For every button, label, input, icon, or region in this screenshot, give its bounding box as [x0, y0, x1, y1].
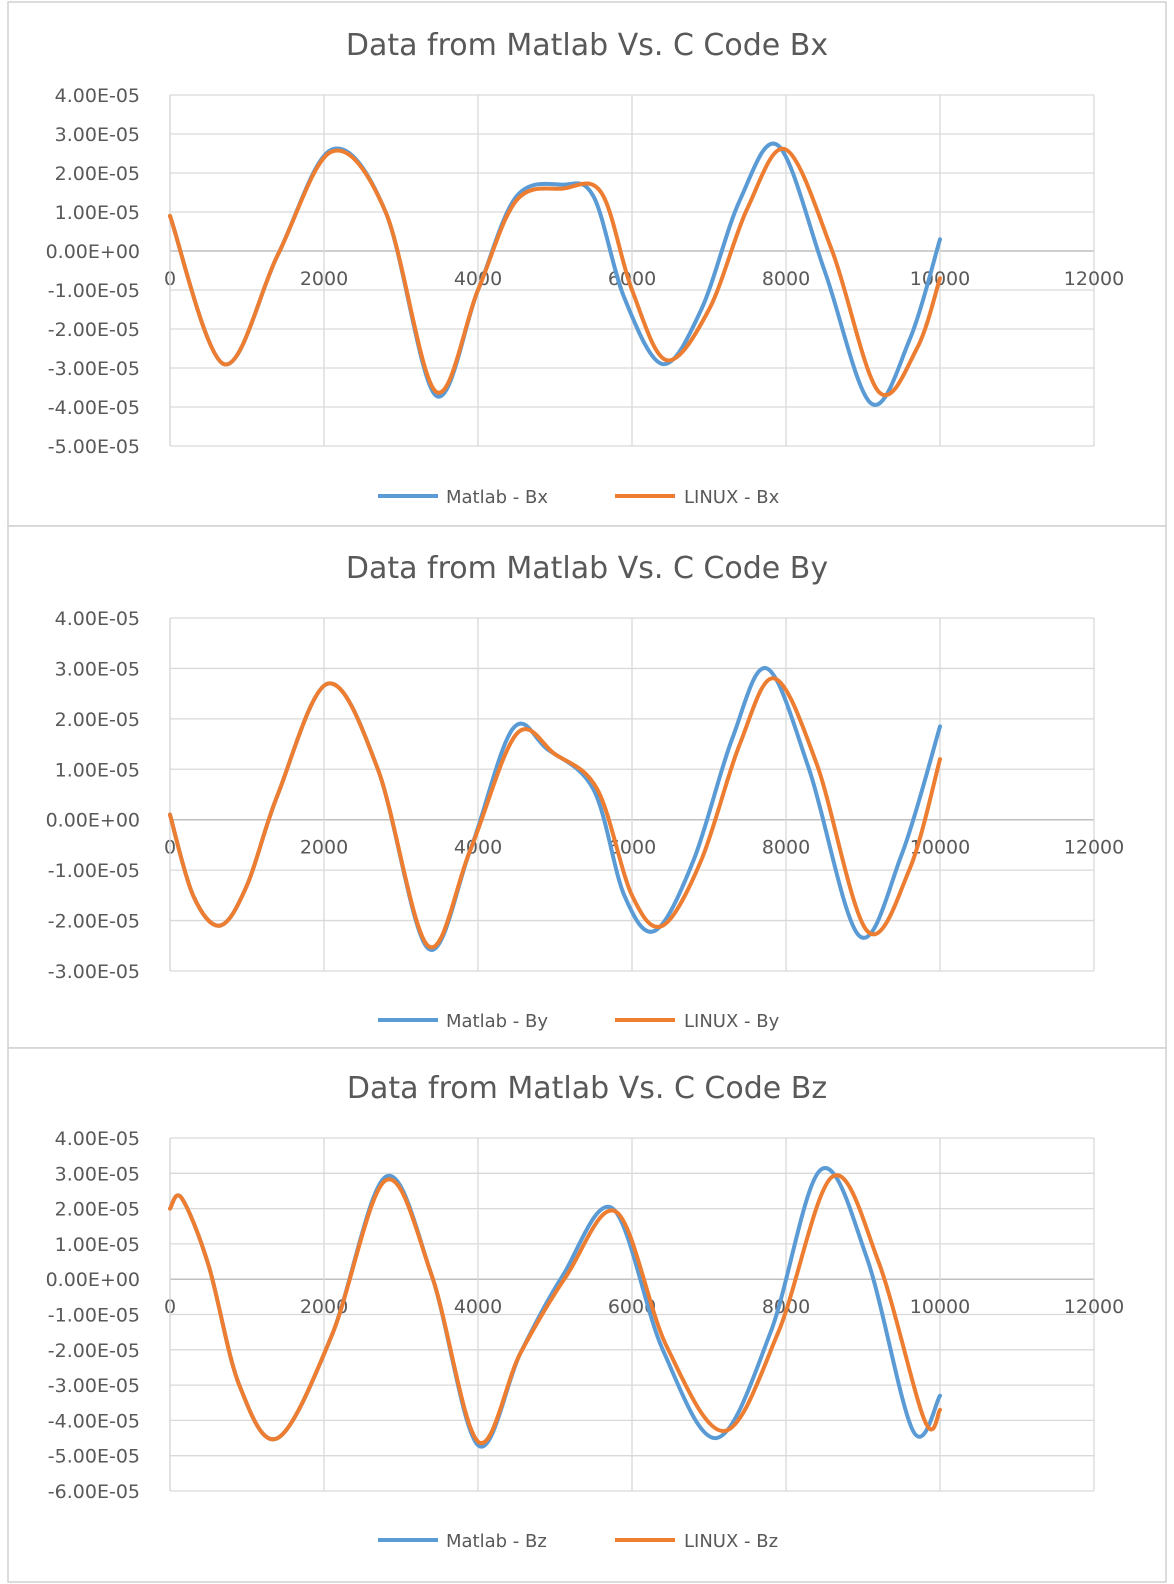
legend-label: LINUX - Bz: [684, 1531, 778, 1552]
y-tick-label: 3.00E-05: [55, 658, 140, 680]
y-tick-label: -1.00E-05: [48, 1305, 140, 1327]
y-tick-label: -5.00E-05: [48, 1446, 140, 1468]
y-tick-label: -1.00E-05: [48, 860, 140, 882]
legend: Matlab - By LINUX - By: [378, 1011, 780, 1032]
x-tick-label: 2000: [300, 1296, 348, 1318]
x-tick-label: 12000: [1064, 1296, 1124, 1318]
y-tick-label: -4.00E-05: [48, 1410, 140, 1432]
y-tick-label: 0.00E+00: [46, 1269, 140, 1291]
chart-title: Data from Matlab Vs. C Code Bx: [346, 28, 828, 63]
chart-frame: [7, 525, 1167, 1049]
series-line-linux: [168, 146, 942, 397]
y-tick-label: -3.00E-05: [48, 1375, 140, 1397]
series-line-linux: [168, 676, 942, 950]
y-tick-label: -2.00E-05: [48, 911, 140, 933]
y-tick-label: 3.00E-05: [55, 1163, 140, 1185]
legend: Matlab - Bx LINUX - Bx: [378, 487, 780, 508]
y-tick-label: -5.00E-05: [48, 436, 140, 458]
y-tick-label: 2.00E-05: [55, 1199, 140, 1221]
y-tick-label: 4.00E-05: [55, 85, 140, 107]
x-tick-label: 2000: [300, 268, 348, 290]
x-tick-label: 6000: [608, 1296, 656, 1318]
x-tick-label: 8000: [762, 268, 810, 290]
x-tick-label: 2000: [300, 837, 348, 859]
legend: Matlab - Bz LINUX - Bz: [378, 1531, 778, 1552]
chart-panel-1: Data from Matlab Vs. C Code Bx 4.00E-05 3.…: [7, 1, 1167, 527]
legend-label: Matlab - Bx: [446, 487, 548, 508]
chart-frame: [7, 1, 1167, 527]
y-tick-label: 0.00E+00: [46, 810, 140, 832]
y-tick-label: 4.00E-05: [55, 1128, 140, 1150]
legend-label: LINUX - Bx: [684, 487, 780, 508]
x-tick-label: 4000: [454, 837, 502, 859]
chart-panel-2: Data from Matlab Vs. C Code By 4.00E-05 3.…: [7, 525, 1167, 1049]
y-tick-label: -2.00E-05: [48, 1340, 140, 1362]
x-tick-label: 10000: [910, 1296, 970, 1318]
x-tick-label: 4000: [454, 268, 502, 290]
x-tick-label: 12000: [1064, 837, 1124, 859]
y-tick-label: 1.00E-05: [55, 759, 140, 781]
y-tick-label: 1.00E-05: [55, 202, 140, 224]
y-tick-label: 4.00E-05: [55, 608, 140, 630]
x-tick-label: 12000: [1064, 268, 1124, 290]
y-tick-label: -4.00E-05: [48, 397, 140, 419]
y-tick-label: -6.00E-05: [48, 1481, 140, 1503]
y-tick-label: 0.00E+00: [46, 241, 140, 263]
y-tick-label: 2.00E-05: [55, 163, 140, 185]
y-tick-label: -3.00E-05: [48, 961, 140, 983]
series-line-linux: [168, 1173, 942, 1446]
x-tick-label: 4000: [454, 1296, 502, 1318]
y-tick-label: 1.00E-05: [55, 1234, 140, 1256]
chart-panel-3: Data from Matlab Vs. C Code Bz 4.00E-05 3.…: [7, 1047, 1167, 1583]
chart-title: Data from Matlab Vs. C Code Bz: [347, 1071, 827, 1106]
y-tick-label: -1.00E-05: [48, 280, 140, 302]
legend-label: LINUX - By: [684, 1011, 780, 1032]
legend-label: Matlab - Bz: [446, 1531, 547, 1552]
legend-label: Matlab - By: [446, 1011, 548, 1032]
x-tick-label: 10000: [910, 837, 970, 859]
y-tick-label: 3.00E-05: [55, 124, 140, 146]
y-tick-label: -2.00E-05: [48, 319, 140, 341]
y-tick-label: -3.00E-05: [48, 358, 140, 380]
y-tick-label: 2.00E-05: [55, 709, 140, 731]
chart-title: Data from Matlab Vs. C Code By: [346, 551, 828, 586]
x-tick-label: 8000: [762, 837, 810, 859]
